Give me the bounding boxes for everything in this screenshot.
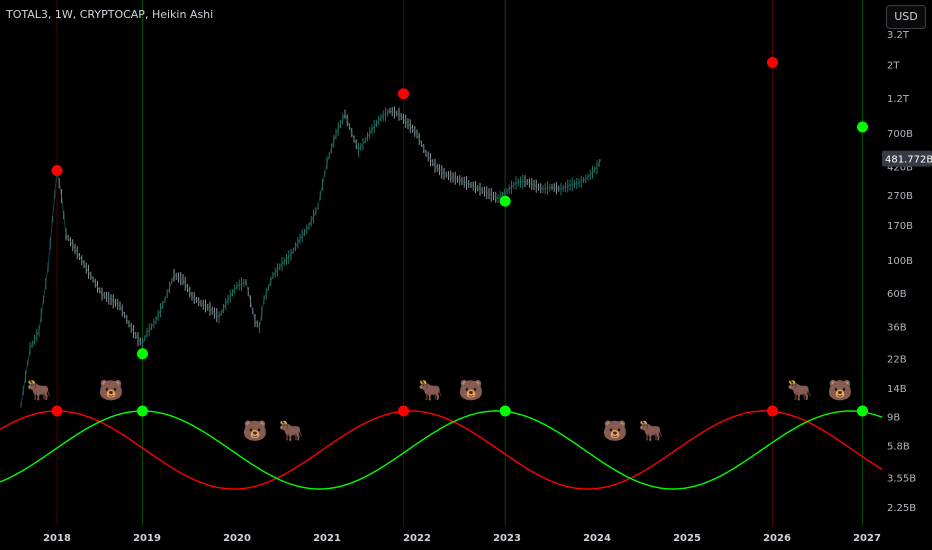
y-tick-label: 3.55B: [887, 473, 916, 484]
bull-icon: 🐂: [279, 419, 304, 443]
y-tick-label: 36B: [887, 322, 907, 333]
bull-bear-annotations: 🐂 🐻 🐻 🐂 🐂 🐻 🐻 🐂 🐂 🐻: [27, 378, 853, 443]
y-tick-label: 60B: [887, 289, 907, 300]
bear-icon: 🐻: [243, 419, 268, 443]
cycle-markers: [51, 405, 868, 417]
bear-icon: 🐻: [828, 378, 853, 402]
y-tick-label: 9B: [887, 413, 900, 424]
y-tick-label: 100B: [887, 256, 913, 267]
price-axis[interactable]: 3.2T 2T 1.2T 700B 420B 270B 170B 100B 60B 36B 22B 1…: [887, 30, 916, 514]
x-tick-label: 2024: [583, 533, 611, 544]
y-tick-label: 5.8B: [887, 441, 910, 452]
bottom-pivot-marker: [499, 195, 511, 207]
top-pivot-marker: [767, 56, 778, 68]
last-price-tag: 481.772B: [882, 150, 932, 167]
x-tick-label: 2018: [43, 533, 71, 544]
cycle-peak-marker: [398, 405, 409, 417]
x-tick-label: 2026: [763, 533, 791, 544]
cycle-peak-marker: [137, 405, 148, 417]
x-tick-label: 2020: [223, 533, 251, 544]
price-series: [20, 106, 602, 408]
cycle-peak-marker: [499, 405, 511, 417]
x-tick-label: 2027: [853, 533, 881, 544]
currency-button[interactable]: USD: [886, 5, 926, 29]
y-tick-label: 2.25B: [887, 503, 916, 514]
y-tick-label: 170B: [887, 221, 913, 232]
last-price-label: 481.772B: [885, 155, 932, 166]
x-tick-label: 2019: [133, 533, 161, 544]
cycle-peak-marker: [51, 405, 63, 417]
bear-icon: 🐻: [99, 378, 124, 402]
time-axis[interactable]: 2018 2019 2020 2021 2022 2023 2024 2025 2026 2027: [43, 533, 881, 544]
cycle-peak-marker: [767, 405, 778, 417]
bull-icon: 🐂: [639, 419, 664, 443]
x-tick-label: 2023: [493, 533, 521, 544]
x-tick-label: 2022: [403, 533, 431, 544]
bear-icon: 🐻: [603, 419, 628, 443]
cycle-peak-marker: [857, 405, 868, 417]
y-tick-label: 420B: [887, 162, 913, 173]
y-tick-label: 700B: [887, 129, 913, 140]
cycle-line: [0, 410, 883, 490]
bear-icon: 🐻: [459, 378, 484, 402]
y-tick-label: 14B: [887, 384, 907, 395]
bull-icon: 🐂: [787, 378, 812, 402]
symbol-title: TOTAL3, 1W, CRYPTOCAP, Heikin Ashi: [6, 8, 214, 21]
top-pivot-marker: [51, 164, 63, 176]
x-tick-label: 2021: [313, 533, 341, 544]
bull-icon: 🐂: [27, 378, 52, 402]
x-tick-label: 2025: [673, 533, 701, 544]
y-tick-label: 2T: [887, 61, 900, 72]
last-price-box: [882, 150, 932, 167]
y-tick-label: 22B: [887, 354, 907, 365]
price-line: [20, 110, 602, 405]
bottom-pivot-marker: [857, 121, 868, 133]
bottom-pivot-marker: [137, 348, 148, 360]
pivot-markers: [51, 56, 868, 360]
y-tick-label: 270B: [887, 191, 913, 202]
bull-icon: 🐂: [418, 378, 443, 402]
cycle-vertical-lines: [56, 0, 863, 525]
cycle-sine-lines: [0, 410, 883, 490]
y-tick-label: 3.2T: [887, 30, 910, 41]
y-tick-label: 1.2T: [887, 94, 910, 105]
cycle-line: [0, 410, 883, 490]
top-pivot-marker: [398, 88, 409, 100]
